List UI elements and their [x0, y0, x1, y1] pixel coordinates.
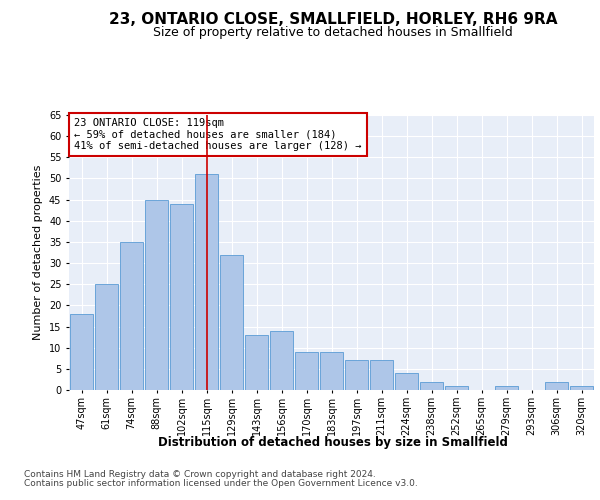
Bar — [569, 386, 593, 390]
Text: 23 ONTARIO CLOSE: 119sqm
← 59% of detached houses are smaller (184)
41% of semi-: 23 ONTARIO CLOSE: 119sqm ← 59% of detach… — [74, 118, 362, 151]
Bar — [545, 382, 568, 390]
Bar — [295, 352, 319, 390]
Text: Distribution of detached houses by size in Smallfield: Distribution of detached houses by size … — [158, 436, 508, 449]
Text: 23, ONTARIO CLOSE, SMALLFIELD, HORLEY, RH6 9RA: 23, ONTARIO CLOSE, SMALLFIELD, HORLEY, R… — [109, 12, 557, 28]
Bar — [370, 360, 394, 390]
Bar — [419, 382, 443, 390]
Bar — [445, 386, 469, 390]
Bar — [70, 314, 94, 390]
Bar — [320, 352, 343, 390]
Text: Size of property relative to detached houses in Smallfield: Size of property relative to detached ho… — [153, 26, 513, 39]
Bar — [344, 360, 368, 390]
Text: Contains HM Land Registry data © Crown copyright and database right 2024.: Contains HM Land Registry data © Crown c… — [24, 470, 376, 479]
Bar — [220, 254, 244, 390]
Bar — [395, 373, 418, 390]
Bar — [194, 174, 218, 390]
Bar — [494, 386, 518, 390]
Bar — [170, 204, 193, 390]
Bar — [269, 331, 293, 390]
Bar — [145, 200, 169, 390]
Bar — [245, 335, 268, 390]
Bar — [95, 284, 118, 390]
Text: Contains public sector information licensed under the Open Government Licence v3: Contains public sector information licen… — [24, 479, 418, 488]
Bar — [119, 242, 143, 390]
Y-axis label: Number of detached properties: Number of detached properties — [34, 165, 43, 340]
